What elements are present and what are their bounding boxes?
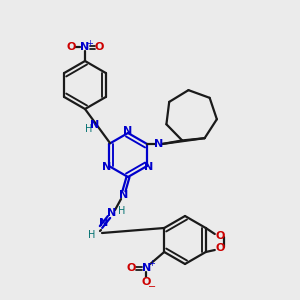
- Text: O: O: [66, 42, 76, 52]
- Text: N: N: [90, 121, 100, 130]
- Text: N: N: [80, 42, 90, 52]
- Text: O: O: [215, 243, 224, 253]
- Text: N: N: [119, 190, 129, 200]
- Text: N: N: [144, 162, 154, 172]
- Text: −: −: [148, 282, 156, 292]
- Text: H: H: [85, 124, 93, 134]
- Text: +: +: [87, 38, 93, 47]
- Text: +: +: [148, 259, 155, 268]
- Text: O: O: [215, 231, 224, 241]
- Text: N: N: [107, 208, 117, 218]
- Text: N: N: [102, 162, 112, 172]
- Text: N: N: [123, 127, 133, 136]
- Text: N: N: [142, 263, 151, 273]
- Text: O: O: [94, 42, 104, 52]
- Text: O: O: [142, 277, 151, 287]
- Text: H: H: [118, 206, 126, 216]
- Text: O: O: [127, 263, 136, 273]
- Text: H: H: [88, 230, 96, 240]
- Text: N: N: [99, 218, 109, 228]
- Text: N: N: [154, 139, 164, 149]
